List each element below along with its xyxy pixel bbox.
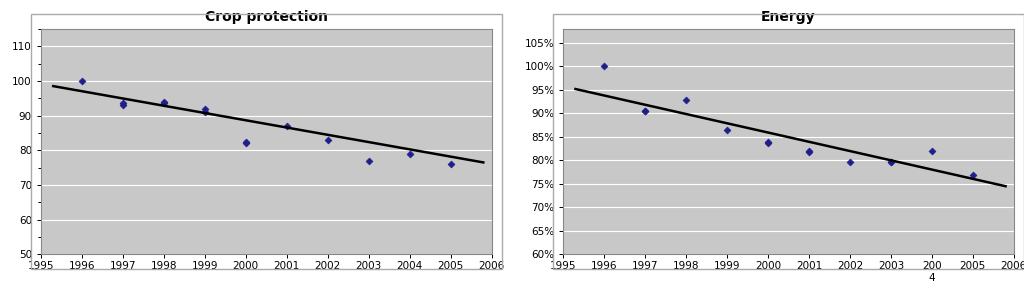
Title: Crop protection: Crop protection bbox=[205, 10, 328, 24]
Title: Energy: Energy bbox=[761, 10, 816, 24]
